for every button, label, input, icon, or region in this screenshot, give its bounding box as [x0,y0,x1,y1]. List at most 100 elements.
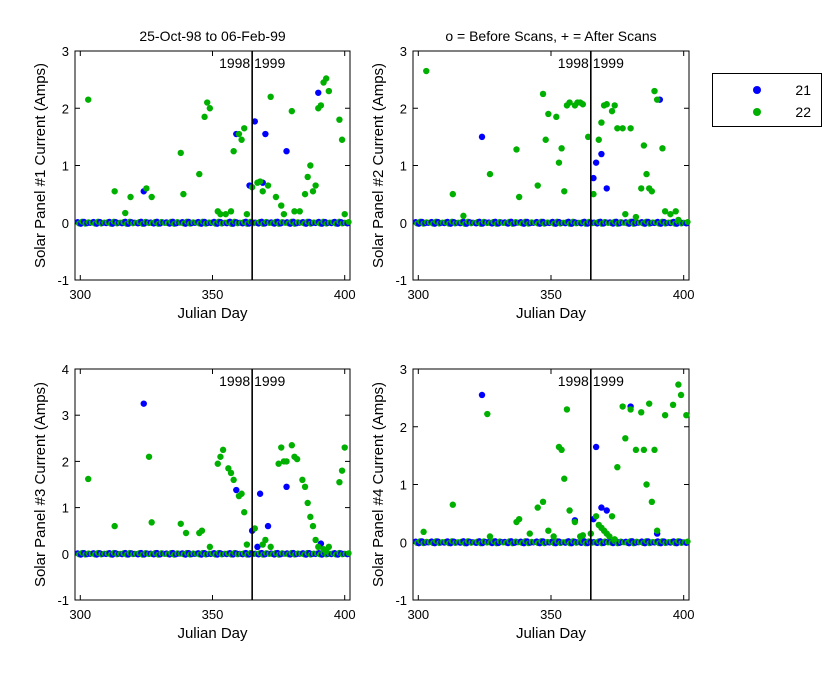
point-series-21 [603,507,610,514]
point-series-22 [111,188,118,195]
point-series-22 [677,391,685,399]
point-series-22 [486,170,494,178]
point-series-22 [217,210,224,218]
point-series-22 [661,208,669,215]
point-series-22 [675,216,682,224]
point-series-22 [643,481,650,488]
y-tick-label: 3 [62,408,69,423]
point-series-22 [561,475,568,482]
point-series-22 [198,527,206,534]
point-series-22 [85,96,92,103]
point-series-22 [632,446,640,454]
point-series-22 [177,149,184,157]
point-series-22 [301,483,309,491]
point-series-22 [238,490,245,497]
point-series-22 [534,182,541,189]
point-series-21 [478,133,486,141]
x-tick-label: 300 [407,287,429,302]
point-series-22 [486,533,494,540]
point-series-22 [606,533,613,540]
point-series-22 [251,525,259,532]
point-series-22 [675,381,682,388]
point-series-22 [122,209,129,217]
plot-frame [74,368,351,601]
point-series-22 [145,453,153,460]
point-series-22 [648,498,656,506]
x-tick-label: 400 [334,607,356,622]
subplot-title: o = Before Scans, + = After Scans [445,28,656,44]
legend-label-21: 21 [795,82,811,98]
point-series-22 [148,519,155,526]
point-series-22 [222,210,229,218]
point-series-22 [579,532,587,539]
point-series-22 [622,435,629,442]
y-tick-label: 2 [400,101,407,116]
series-22 [423,67,682,224]
point-series-22 [423,67,430,75]
y-tick-label: 0 [400,535,407,550]
x-tick-label: 300 [69,287,91,302]
point-series-21 [478,391,486,399]
point-series-22 [669,401,677,409]
y-axis-label: Solar Panel #4 Current (Amps) [370,382,387,587]
point-series-21 [598,504,605,511]
x-axis-label: Julian Day [177,305,248,322]
point-series-22 [672,208,679,215]
y-tick-label: 1 [62,501,69,516]
legend-item-22: 22 [713,102,821,122]
point-series-22 [627,125,634,132]
point-series-22 [296,208,303,215]
baseline-point-22 [684,219,691,226]
point-series-22 [592,513,600,520]
point-series-22 [288,107,296,115]
point-series-22 [241,509,248,516]
point-series-22 [579,101,587,108]
point-series-22 [85,475,92,483]
point-series-22 [206,543,214,551]
point-series-21 [598,150,605,158]
point-series-22 [272,193,280,201]
x-axis-label: Julian Day [516,305,587,322]
year-annotation: 1998 1999 [558,373,624,389]
point-series-22 [259,188,266,195]
point-series-22 [341,444,348,451]
subplot-title: 25-Oct-98 to 06-Feb-99 [139,28,286,44]
point-series-22 [291,208,298,215]
point-series-22 [293,455,301,463]
legend: 21 22 [712,73,822,127]
year-annotation: 1998 1999 [219,373,285,389]
series-21 [140,400,325,551]
y-tick-label: 3 [400,362,407,377]
point-series-22 [143,185,150,192]
point-series-21 [233,486,240,494]
point-series-22 [262,536,269,544]
point-series-21 [254,543,261,551]
point-series-22 [638,185,645,192]
point-series-22 [304,173,311,181]
point-series-22 [182,529,190,537]
point-series-22 [598,119,605,126]
point-series-22 [645,400,653,407]
point-series-22 [307,513,314,521]
point-series-22 [420,528,427,536]
x-tick-label: 350 [540,607,562,622]
point-series-22 [553,113,560,121]
point-series-22 [563,406,571,413]
point-series-21 [140,400,147,407]
point-series-22 [127,193,134,201]
point-series-22 [651,446,658,454]
legend-label-22: 22 [795,104,811,120]
y-axis-label: Solar Panel #1 Current (Amps) [32,63,49,268]
point-series-22 [595,136,602,143]
point-series-22 [267,93,274,101]
point-series-22 [614,463,621,471]
x-tick-label: 400 [673,607,695,622]
point-series-22 [288,442,296,449]
point-series-22 [264,182,272,189]
point-series-22 [608,107,616,115]
y-tick-label: 1 [400,478,407,493]
point-series-22 [301,190,309,198]
point-series-22 [608,513,616,520]
point-series-21 [283,483,290,491]
